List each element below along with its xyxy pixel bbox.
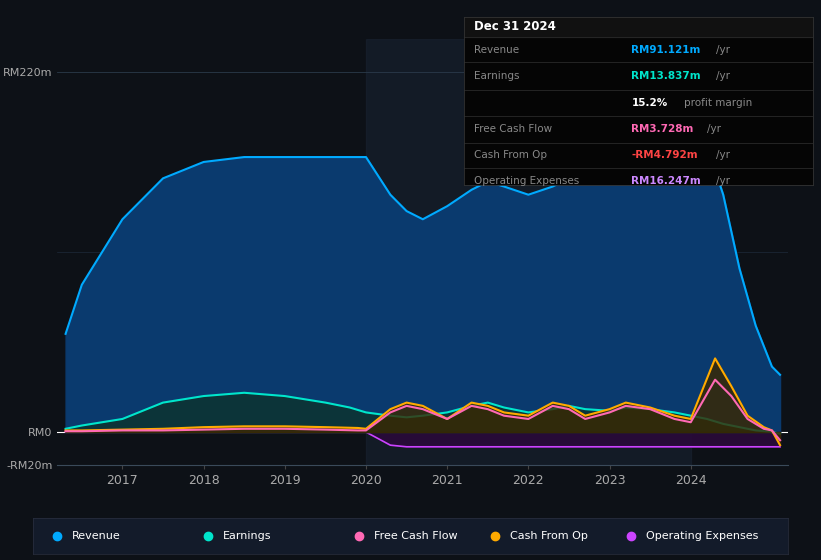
Text: /yr: /yr <box>717 151 731 160</box>
Text: /yr: /yr <box>708 124 722 134</box>
Text: Earnings: Earnings <box>223 531 272 541</box>
Text: RM13.837m: RM13.837m <box>631 72 701 81</box>
Text: RM91.121m: RM91.121m <box>631 45 701 54</box>
Text: RM16.247m: RM16.247m <box>631 176 701 186</box>
Text: /yr: /yr <box>717 45 731 54</box>
Text: profit margin: profit margin <box>684 99 752 108</box>
Text: Cash From Op: Cash From Op <box>475 151 548 160</box>
Bar <box>366 39 690 465</box>
Text: 15.2%: 15.2% <box>631 99 667 108</box>
Text: Operating Expenses: Operating Expenses <box>646 531 759 541</box>
Text: RM3.728m: RM3.728m <box>631 124 694 134</box>
Text: Revenue: Revenue <box>72 531 121 541</box>
Text: /yr: /yr <box>717 72 731 81</box>
Bar <box>464 17 813 37</box>
Text: Cash From Op: Cash From Op <box>510 531 588 541</box>
Text: Dec 31 2024: Dec 31 2024 <box>475 20 556 34</box>
Text: -RM4.792m: -RM4.792m <box>631 151 698 160</box>
Text: /yr: /yr <box>717 176 731 186</box>
Text: Revenue: Revenue <box>475 45 520 54</box>
Text: Free Cash Flow: Free Cash Flow <box>475 124 553 134</box>
Text: Free Cash Flow: Free Cash Flow <box>374 531 458 541</box>
Text: Operating Expenses: Operating Expenses <box>475 176 580 186</box>
Text: Earnings: Earnings <box>475 72 520 81</box>
